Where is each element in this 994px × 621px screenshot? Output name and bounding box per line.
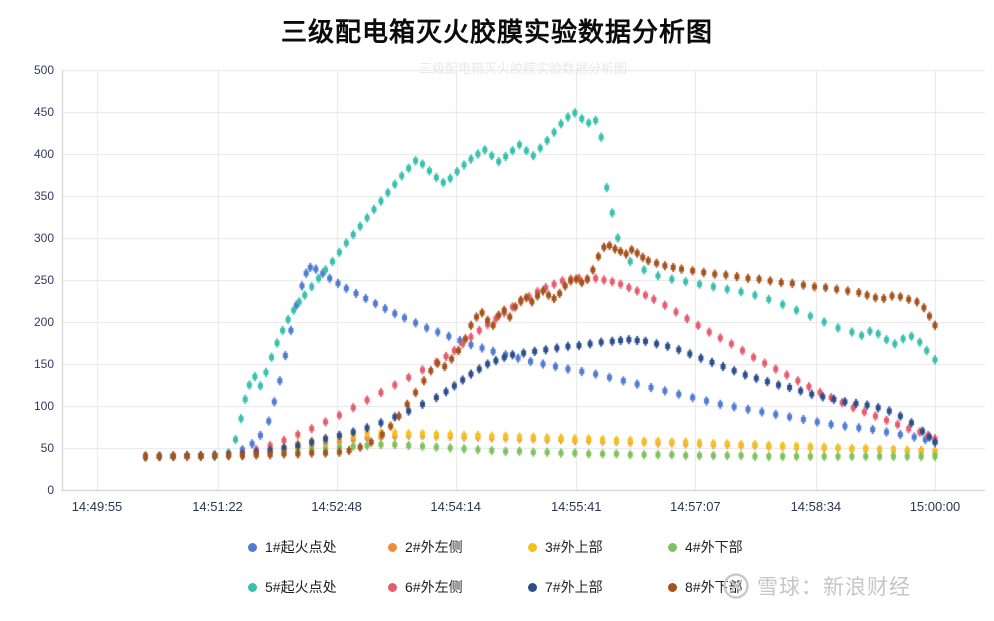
x-axis-tick-label: 15:00:00 (909, 499, 961, 514)
legend-label: 2#外左侧 (405, 539, 463, 555)
legend-item: 4#外下部 (668, 538, 808, 556)
legend-item: 5#起火点处 (248, 578, 388, 596)
legend-color-dot-icon (528, 542, 537, 552)
legend-item: 3#外上部 (528, 538, 668, 556)
legend-item: 8#外下部 (668, 578, 808, 596)
y-axis-tick-label: 350 (33, 189, 54, 203)
y-axis-tick-label: 200 (33, 315, 54, 329)
legend-item: 1#起火点处 (248, 538, 388, 556)
legend-label: 4#外下部 (685, 539, 743, 555)
xueqiu-logo-icon (723, 573, 749, 599)
legend-item: 2#外左侧 (388, 538, 528, 556)
legend-label: 5#起火点处 (265, 579, 337, 595)
legend-color-dot-icon (668, 542, 677, 552)
y-axis-tick-label: 250 (33, 273, 54, 287)
legend-item: 7#外上部 (528, 578, 668, 596)
legend-color-dot-icon (388, 542, 397, 552)
legend-color-dot-icon (248, 582, 257, 592)
legend-color-dot-icon (248, 542, 257, 552)
legend-label: 7#外上部 (545, 579, 603, 595)
y-axis-tick-label: 450 (33, 105, 54, 119)
chart-legend: 1#起火点处 2#外左侧 3#外上部 4#外下部 5#起火点处 6#外左侧 7#外上部 8#外… (248, 538, 808, 596)
legend-color-dot-icon (668, 582, 677, 592)
y-axis-tick-label: 100 (33, 399, 54, 413)
x-axis-tick-label: 14:51:22 (192, 499, 243, 514)
x-axis-tick-label: 14:52:48 (311, 499, 362, 514)
legend-label: 6#外左侧 (405, 579, 463, 595)
y-axis-tick-label: 50 (40, 441, 54, 455)
legend-color-dot-icon (528, 582, 537, 592)
y-axis-tick-label: 300 (33, 231, 54, 245)
legend-item: 6#外左侧 (388, 578, 528, 596)
x-axis-tick-label: 14:57:07 (670, 499, 721, 514)
x-axis-tick-label: 14:55:41 (550, 499, 602, 514)
x-axis-tick-label: 14:49:55 (71, 499, 123, 514)
x-axis-tick-label: 14:58:34 (790, 499, 842, 514)
brand-watermark: 雪球：新浪财经 (722, 571, 911, 601)
scatter-plot-canvas (0, 0, 994, 530)
y-axis-tick-label: 500 (33, 63, 54, 77)
legend-label: 1#起火点处 (265, 539, 337, 555)
brand-watermark-text: 雪球：新浪财经 (757, 576, 911, 599)
y-axis-tick-label: 400 (33, 147, 54, 161)
legend-label: 3#外上部 (545, 539, 603, 555)
legend-label: 8#外下部 (685, 579, 743, 595)
y-axis-tick-label: 150 (33, 357, 54, 371)
y-axis-tick-label: 0 (47, 483, 54, 497)
x-axis-tick-label: 14:54:14 (430, 499, 482, 514)
legend-color-dot-icon (388, 582, 397, 592)
